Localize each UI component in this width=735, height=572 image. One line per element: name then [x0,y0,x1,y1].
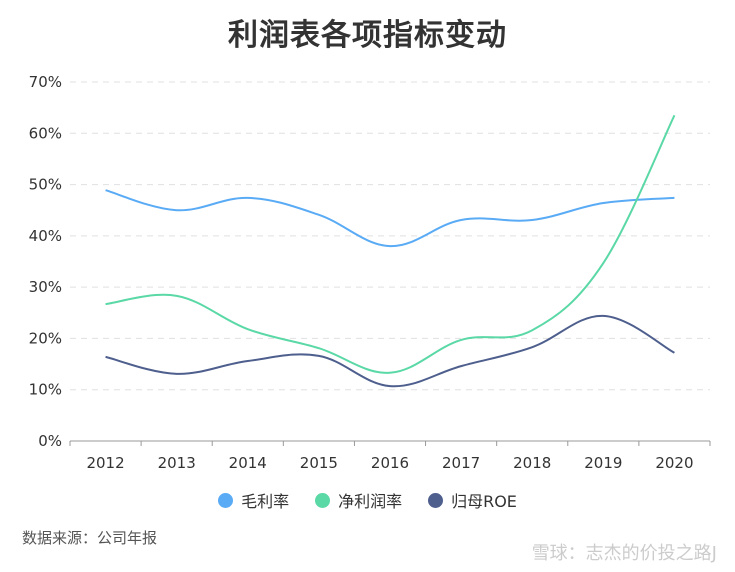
legend-item[interactable]: 归母ROE [428,488,517,512]
series-line-1 [105,114,676,374]
y-tick-label: 30% [29,278,62,296]
legend-marker-icon [428,492,444,508]
x-tick-label: 2019 [584,454,622,472]
x-tick-label: 2016 [371,454,409,472]
x-tick-label: 2017 [442,454,480,472]
y-tick-label: 40% [29,227,62,245]
legend-label: 归母ROE [451,492,517,511]
y-tick-label: 50% [29,176,62,194]
legend-label: 毛利率 [241,492,290,511]
watermark: 雪球：志杰的价投之路J [531,543,717,564]
legend-label: 净利润率 [338,492,403,511]
y-tick-label: 20% [29,329,62,347]
source-note: 数据来源：公司年报 [22,529,158,547]
x-tick-label: 2020 [655,454,693,472]
y-tick-label: 0% [38,432,62,450]
x-tick-label: 2015 [300,454,338,472]
y-tick-label: 60% [29,124,62,142]
x-tick-label: 2013 [158,454,196,472]
y-tick-label: 70% [29,73,62,91]
series-line-2 [105,314,675,388]
x-tick-label: 2012 [86,454,124,472]
x-tick-label: 2018 [513,454,551,472]
chart-title: 利润表各项指标变动 [228,18,507,53]
series-line-0 [105,189,675,248]
legend-marker-icon [315,492,331,508]
line-chart: 0% 10% 20% 30% 40% 50% 60% 70% 2012 2013 2014 2015 2… [29,73,711,472]
legend-item[interactable]: 毛利率 [218,488,289,512]
legend-item[interactable]: 净利润率 [315,488,402,512]
legend-marker-icon [218,492,234,508]
x-tick-label: 2014 [229,454,267,472]
y-tick-label: 10% [29,381,62,399]
legend: 毛利率 净利润率 归母ROE [0,488,735,512]
